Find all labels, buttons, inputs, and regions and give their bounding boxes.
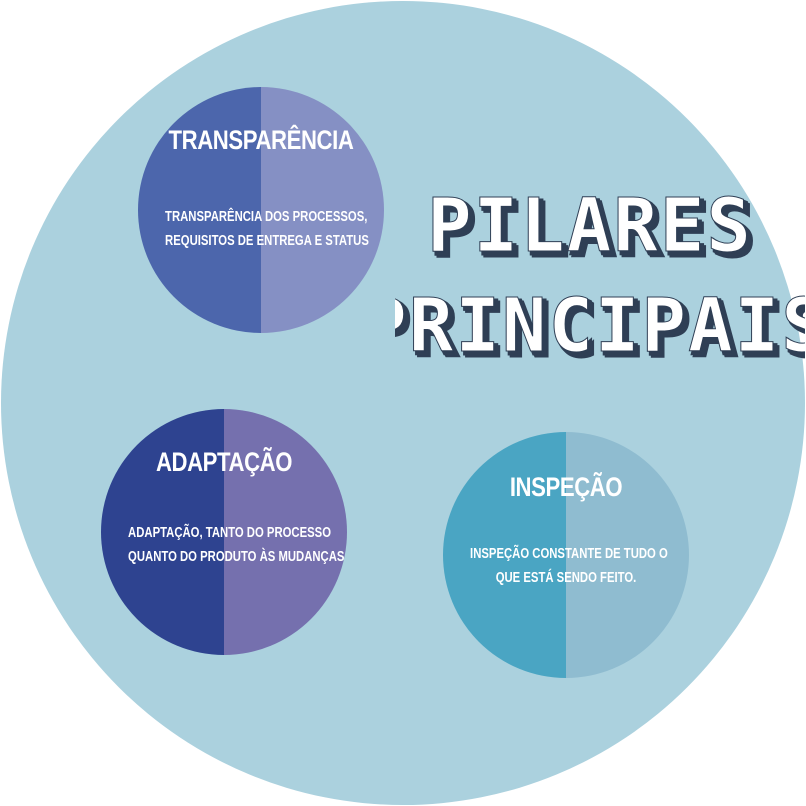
pillar-adaptacao: ADAPTAÇÃO ADAPTAÇÃO, TANTO DO PROCESSO Q… xyxy=(101,409,347,655)
pillar-inspecao-desc-line2: QUE ESTÁ SENDO FEITO. xyxy=(495,570,637,586)
headline-line1-shadow-mid: PILARES xyxy=(430,186,756,272)
headline-line1-group: PILARES PILARES PILARES xyxy=(427,183,758,276)
pillar-transparencia-desc-line2: REQUISITOS DE ENTREGA E STATUS xyxy=(165,233,369,249)
pillar-inspecao-left-half xyxy=(443,432,566,678)
pillar-adaptacao-right-half xyxy=(224,409,347,655)
pillar-adaptacao-left-half xyxy=(101,409,224,655)
pillar-transparencia-left-half xyxy=(138,87,261,333)
pillar-transparencia-right-half xyxy=(261,87,384,333)
pillar-adaptacao-desc-line2: QUANTO DO PRODUTO ÀS MUDANÇAS xyxy=(128,549,345,565)
headline-title: PILARES PILARES PILARES PRINCIPAIS PRINC… xyxy=(395,183,805,376)
pillar-inspecao-description: INSPEÇÃO CONSTANTE DE TUDO O QUE ESTÁ SE… xyxy=(470,542,668,590)
headline-line2-shadow: PRINCIPAIS xyxy=(395,288,805,374)
headline-line2-shadow-mid: PRINCIPAIS xyxy=(395,286,805,372)
pillar-adaptacao-description: ADAPTAÇÃO, TANTO DO PROCESSO QUANTO DO P… xyxy=(128,521,345,569)
headline-line1: PILARES xyxy=(427,183,753,269)
pillar-transparencia-desc-line1: TRANSPARÊNCIA DOS PROCESSOS, xyxy=(165,209,368,225)
pillar-transparencia-description: TRANSPARÊNCIA DOS PROCESSOS, REQUISITOS … xyxy=(165,205,369,253)
headline-line2-group: PRINCIPAIS PRINCIPAIS PRINCIPAIS xyxy=(395,283,805,376)
pillar-transparencia: TRANSPARÊNCIA TRANSPARÊNCIA DOS PROCESSO… xyxy=(138,87,384,333)
pillar-inspecao-title: INSPEÇÃO xyxy=(509,472,623,502)
pillar-adaptacao-desc-line1: ADAPTAÇÃO, TANTO DO PROCESSO xyxy=(128,525,332,541)
pillar-adaptacao-title: ADAPTAÇÃO xyxy=(155,447,293,477)
pillar-inspecao-right-half xyxy=(566,432,689,678)
pillar-inspecao-desc-line1: INSPEÇÃO CONSTANTE DE TUDO O xyxy=(470,546,668,562)
pillar-transparencia-title: TRANSPARÊNCIA xyxy=(168,125,354,155)
headline-line2: PRINCIPAIS xyxy=(395,283,805,369)
headline-line1-shadow: PILARES xyxy=(432,188,758,274)
pillar-inspecao: INSPEÇÃO INSPEÇÃO CONSTANTE DE TUDO O QU… xyxy=(443,432,689,678)
